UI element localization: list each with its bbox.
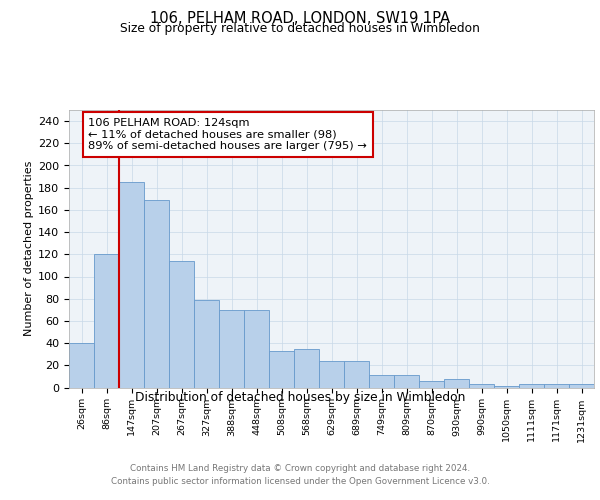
Bar [194,300,219,388]
Text: 106 PELHAM ROAD: 124sqm
← 11% of detached houses are smaller (98)
89% of semi-de: 106 PELHAM ROAD: 124sqm ← 11% of detache… [89,118,367,151]
Bar [519,384,544,388]
Bar [94,254,119,388]
Bar [494,386,519,388]
Bar [244,310,269,388]
Bar [569,384,594,388]
Y-axis label: Number of detached properties: Number of detached properties [24,161,34,336]
Text: Contains HM Land Registry data © Crown copyright and database right 2024.: Contains HM Land Registry data © Crown c… [130,464,470,473]
Bar [369,376,394,388]
Bar [219,310,244,388]
Text: Contains public sector information licensed under the Open Government Licence v3: Contains public sector information licen… [110,477,490,486]
Bar [544,384,569,388]
Bar [394,376,419,388]
Bar [169,261,194,388]
Bar [144,200,169,388]
Bar [294,348,319,388]
Text: 106, PELHAM ROAD, LONDON, SW19 1PA: 106, PELHAM ROAD, LONDON, SW19 1PA [150,11,450,26]
Bar [119,182,144,388]
Bar [269,351,294,388]
Bar [444,378,469,388]
Bar [419,381,444,388]
Text: Distribution of detached houses by size in Wimbledon: Distribution of detached houses by size … [135,391,465,404]
Text: Size of property relative to detached houses in Wimbledon: Size of property relative to detached ho… [120,22,480,35]
Bar [344,361,369,388]
Bar [69,343,94,388]
Bar [319,361,344,388]
Bar [469,384,494,388]
